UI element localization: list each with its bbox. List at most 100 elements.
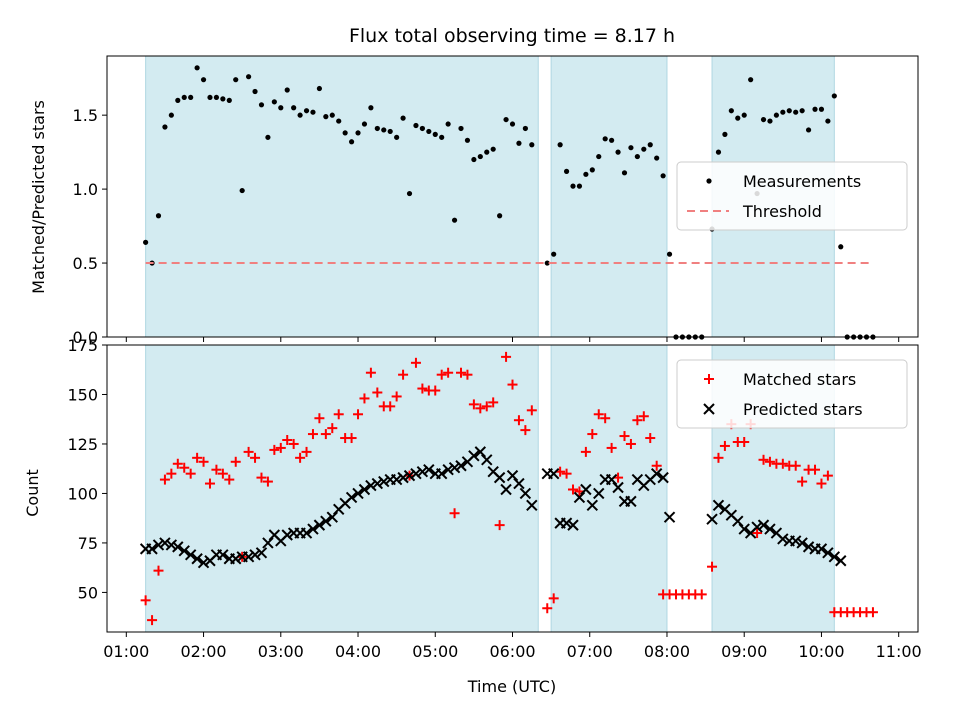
measurement-point [233,77,239,83]
predicted-star-point [567,519,579,531]
measurement-point [825,118,831,124]
matched-star-point [256,472,267,483]
matched-star-point [816,478,827,489]
predicted-star-point [352,487,364,500]
predicted-star-point [764,523,776,535]
matched-star-point [713,452,724,463]
top-y-axis-title: Matched/Predicted stars [29,100,48,294]
measurement-point [291,105,297,111]
matched-star-point [230,456,241,467]
predicted-star-point [738,523,750,535]
matched-star-point [481,401,492,412]
predicted-star-point [593,487,605,500]
measurement-point [200,77,207,83]
predicted-star-point [448,462,461,474]
x-tick-label: 05:00 [412,642,458,661]
matched-star-point [764,456,775,467]
measurement-point [641,146,647,152]
measurement-point [509,121,516,127]
measurement-point [213,94,220,101]
matched-star-point [797,476,808,487]
matched-star-point [867,607,878,618]
predicted-star-point [802,541,815,553]
predicted-star-point [493,471,506,484]
legend-label: Threshold [742,202,822,221]
matched-star-point [600,413,611,424]
predicted-star-point [378,475,390,488]
x-tick-label: 06:00 [489,642,535,661]
matched-star-point [153,565,164,576]
measurement-point [615,149,621,155]
y-tick-label: 1.0 [73,180,98,199]
matched-star-point [333,409,344,420]
predicted-star-point [365,479,377,492]
matched-star-point [593,409,604,420]
measurement-point [220,96,226,102]
measurement-point [609,137,615,143]
matched-star-point [645,433,656,444]
predicted-star-point [410,467,422,480]
x-tick-label: 03:00 [258,642,304,661]
measurement-point [583,171,589,177]
matched-star-point [777,458,788,469]
measurement-point [194,65,200,71]
matched-star-point [494,520,505,531]
measurement-point [406,190,413,197]
predicted-star-point [828,551,841,563]
x-tick-label: 10:00 [798,642,844,661]
bottom-y-axis-title: Count [23,469,42,517]
matched-star-point [513,415,524,426]
x-tick-label: 01:00 [103,642,149,661]
predicted-star-point [165,539,178,551]
predicted-star-point [197,557,210,569]
y-tick-label: 0.5 [73,254,98,273]
measurement-point [576,183,583,189]
measurement-point [589,167,595,173]
predicted-star-point [513,477,525,490]
matched-star-point [462,369,473,380]
measurement-point [342,130,348,136]
measurement-point [522,125,528,132]
matched-star-point [346,433,357,444]
measurement-point [426,128,432,135]
measurement-point [477,153,483,160]
predicted-star-point [397,471,409,484]
y-tick-label: 175 [67,336,98,355]
measurement-point [336,118,342,124]
predicted-star-point [371,477,384,490]
predicted-star-point [506,469,519,482]
matched-star-point [398,369,409,380]
legend-box [676,161,908,231]
predicted-star-point [390,473,403,486]
measurement-point [722,131,728,137]
predicted-star-point [560,517,573,529]
x-tick-label: 11:00 [876,642,922,661]
matched-star-point [353,409,364,420]
measurement-point [432,131,438,137]
matched-star-point [172,458,183,469]
top-panel: 0.0 0.5 1.0 1.5 Measurements Threshold [73,55,919,347]
measurement-point [394,134,400,140]
predicted-star-point [573,491,586,504]
matched-star-point [548,593,559,604]
predicted-star-point [191,553,203,565]
matched-star-point [250,452,261,463]
predicted-star-point [442,463,454,476]
measurement-point [728,108,734,114]
predicted-star-point [178,545,190,557]
y-tick-label: 50 [78,583,98,602]
observing-window [145,55,539,338]
legend-label: Matched stars [743,370,856,389]
matched-star-point [501,351,512,362]
predicted-star-point [146,543,158,555]
predicted-star-point [712,499,725,512]
chart-title: Flux total observing time = 8.17 h [349,25,675,47]
measurement-point [654,155,660,161]
predicted-star-point [789,535,802,547]
predicted-star-point [307,523,319,535]
measurement-point [239,187,245,194]
legend-measurement-swatch [706,178,712,184]
measurement-point [596,153,602,160]
measurement-point [207,94,213,101]
matched-star-point [561,468,572,479]
